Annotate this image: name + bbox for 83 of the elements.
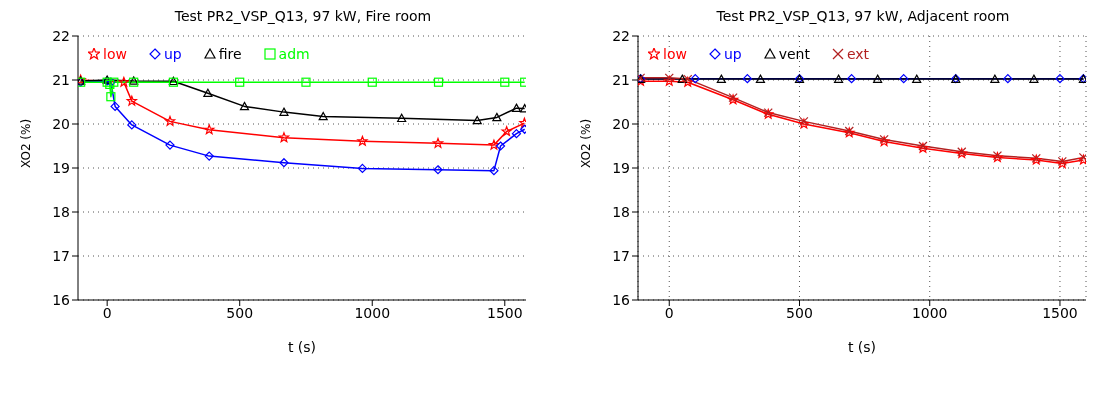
y-tick-label: 20: [612, 115, 630, 132]
point: [488, 139, 500, 150]
x-tick-label: 0: [102, 304, 112, 321]
x-tick-label: 1500: [486, 304, 523, 321]
legend-label: vent: [777, 46, 810, 62]
y-tick-label: 18: [52, 203, 70, 220]
point: [511, 103, 522, 112]
point: [846, 74, 857, 84]
y-tick-label: 19: [52, 159, 70, 176]
point: [742, 74, 752, 84]
y-axis-title: XO2 (%): [579, 118, 594, 168]
point: [301, 77, 311, 87]
y-tick-label: 17: [52, 247, 70, 264]
legend-label: up: [722, 46, 742, 62]
legend-label: ext: [845, 46, 870, 62]
point: [1003, 74, 1013, 84]
point: [1029, 74, 1039, 83]
x-tick-label: 0: [664, 304, 674, 321]
point: [235, 77, 245, 87]
point: [165, 140, 175, 150]
y-axis-title: XO2 (%): [19, 118, 34, 168]
point: [164, 115, 176, 126]
point: [899, 74, 909, 84]
y-tick-label: 17: [612, 247, 630, 264]
x-axis-title: t (s): [287, 339, 317, 355]
point: [501, 126, 512, 136]
point: [110, 101, 120, 111]
point: [278, 132, 290, 143]
point: [367, 77, 377, 87]
x-tick-label: 500: [786, 304, 813, 321]
point: [690, 74, 700, 84]
x-tick-label: 500: [226, 304, 254, 321]
point: [204, 124, 215, 135]
point: [472, 115, 482, 125]
point: [239, 101, 250, 111]
point: [677, 74, 687, 83]
x-tick-label: 1000: [354, 304, 391, 321]
chart-title: Test PR2_VSP_Q13, 97 kW, Fire room: [173, 8, 433, 26]
point: [126, 95, 137, 106]
legend-label: up: [162, 46, 182, 62]
legend-label: low: [662, 46, 687, 62]
point: [433, 165, 443, 175]
point: [912, 74, 922, 83]
y-tick-label: 19: [612, 159, 630, 176]
chart-title: Test PR2_VSP_Q13, 97 kW, Adjacent room: [715, 8, 1011, 26]
point: [397, 113, 407, 123]
legend-label: low: [102, 46, 127, 62]
y-tick-label: 21: [52, 71, 70, 88]
point: [279, 158, 289, 168]
y-tick-label: 22: [52, 27, 70, 44]
point: [127, 120, 137, 130]
point: [433, 77, 444, 87]
point: [204, 151, 214, 161]
y-tick-label: 18: [612, 203, 630, 220]
point: [1055, 74, 1065, 84]
point: [495, 141, 506, 151]
point: [357, 163, 368, 174]
legend-label: fire: [217, 46, 242, 62]
point: [279, 107, 289, 116]
point: [492, 112, 502, 122]
point: [357, 135, 368, 146]
y-tick-label: 20: [52, 115, 70, 132]
point: [203, 88, 213, 97]
point: [511, 129, 522, 139]
y-tick-label: 16: [612, 291, 631, 308]
point: [118, 76, 130, 87]
legend-label: adm: [277, 46, 310, 62]
y-tick-label: 16: [52, 291, 71, 308]
point: [489, 166, 499, 176]
point: [873, 74, 883, 83]
x-tick-label: 1500: [1042, 304, 1078, 321]
point: [106, 92, 116, 102]
point: [716, 74, 726, 83]
point: [755, 74, 766, 83]
x-tick-label: 1000: [911, 304, 948, 321]
point: [833, 74, 844, 83]
x-axis-title: t (s): [847, 339, 877, 355]
y-tick-label: 22: [612, 27, 630, 44]
point: [990, 74, 1000, 83]
y-tick-label: 21: [612, 71, 630, 88]
point: [500, 77, 510, 87]
point: [432, 137, 444, 148]
point: [318, 111, 328, 121]
